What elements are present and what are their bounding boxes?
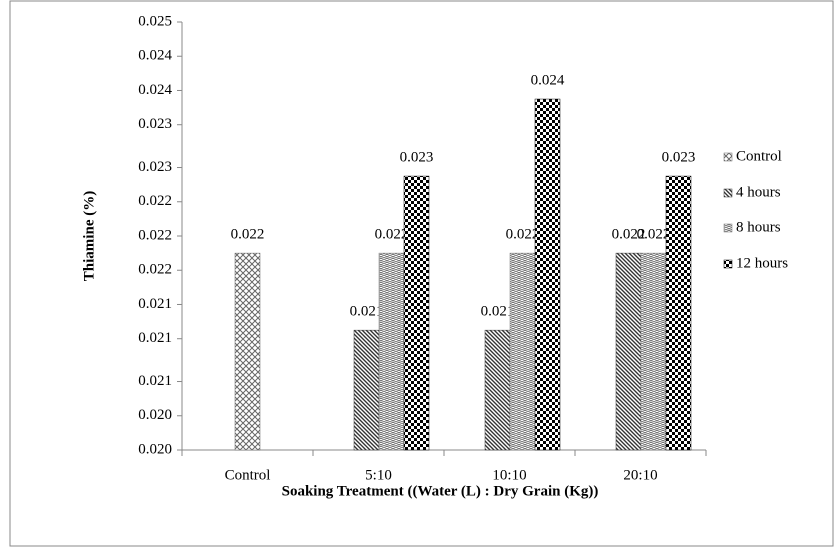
y-tick-label: 0.023 [138, 159, 172, 175]
x-axis-title: Soaking Treatment ((Water (L) : Dry Grai… [282, 483, 599, 499]
legend-label: 12 hours [736, 255, 788, 271]
data-label: 0.023 [662, 150, 696, 166]
bar [509, 252, 536, 451]
legend-swatch [723, 152, 733, 162]
data-label: 0.022 [637, 227, 671, 243]
y-tick-label: 0.020 [138, 441, 172, 457]
y-tick-label: 0.024 [138, 48, 172, 64]
data-label: 0.021 [481, 304, 515, 320]
bar [234, 252, 261, 451]
y-tick-label: 0.020 [138, 407, 172, 423]
y-tick-label: 0.021 [138, 373, 172, 389]
bar [665, 175, 692, 451]
data-label: 0.022 [375, 227, 409, 243]
data-label: 0.022 [506, 227, 540, 243]
data-label: 0.024 [531, 72, 565, 88]
y-tick-label: 0.022 [138, 262, 172, 278]
bar [484, 329, 511, 451]
legend-swatch [723, 188, 733, 198]
y-tick-label: 0.024 [138, 82, 172, 98]
x-tick-label: 20:10 [623, 467, 657, 483]
y-axis-title: Thiamine (%) [81, 191, 97, 281]
legend-swatch [723, 223, 733, 233]
y-tick-label: 0.021 [138, 296, 172, 312]
y-tick-label: 0.022 [138, 227, 172, 243]
y-tick-label: 0.023 [138, 116, 172, 132]
x-tick-label: Control [225, 467, 271, 483]
x-tick-label: 5:10 [365, 467, 392, 483]
data-label: 0.022 [231, 227, 265, 243]
legend-swatch [723, 259, 733, 269]
y-tick-label: 0.021 [138, 330, 172, 346]
y-tick-label: 0.025 [138, 13, 172, 29]
legend-label: 8 hours [736, 219, 781, 235]
data-label: 0.023 [400, 150, 434, 166]
y-tick-label: 0.022 [138, 193, 172, 209]
data-label: 0.021 [350, 304, 384, 320]
bar [378, 252, 405, 451]
x-tick-label: 10:10 [492, 467, 526, 483]
legend-label: Control [736, 148, 782, 164]
bar [353, 329, 380, 451]
bar [640, 252, 667, 451]
bar [534, 98, 561, 451]
bar [615, 252, 642, 451]
data-label: 0.022 [612, 227, 646, 243]
legend-label: 4 hours [736, 184, 781, 200]
bar [403, 175, 430, 451]
